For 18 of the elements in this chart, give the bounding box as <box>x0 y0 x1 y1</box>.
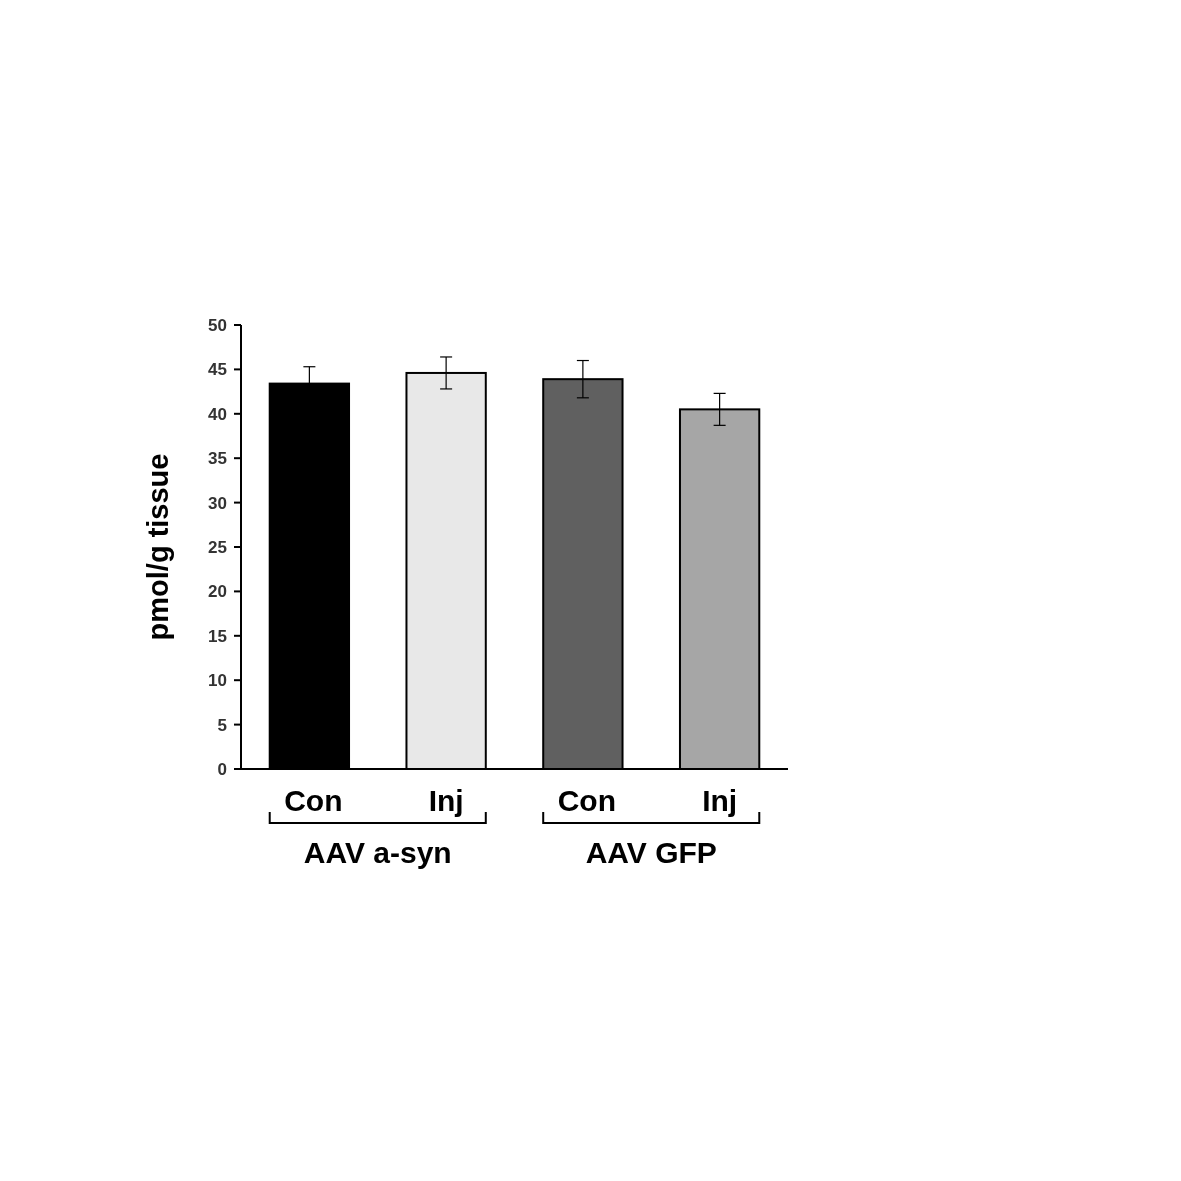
x-tick-label: Inj <box>702 784 738 817</box>
y-tick-label: 10 <box>208 671 227 691</box>
text: AAV GFP <box>585 836 717 869</box>
y-tick-label: 15 <box>208 626 227 646</box>
y-axis-title: pmol/g tissue <box>142 453 174 641</box>
x-tick-label: Inj <box>428 784 464 817</box>
y-tick-label: 40 <box>208 404 227 424</box>
y-tick-label: 30 <box>208 493 227 513</box>
y-tick-label: 50 <box>208 315 227 335</box>
y-tick-label: 5 <box>217 715 227 735</box>
y-tick-label: 0 <box>217 759 227 779</box>
y-tick-label: 45 <box>208 360 227 380</box>
y-tick-label: 35 <box>208 449 227 469</box>
x-tick-label: Con <box>557 784 617 817</box>
y-tick-label: 20 <box>208 582 227 602</box>
text: AAV a-syn <box>303 836 452 869</box>
y-tick-label: 25 <box>208 537 227 557</box>
x-tick-label: Con <box>284 784 343 817</box>
